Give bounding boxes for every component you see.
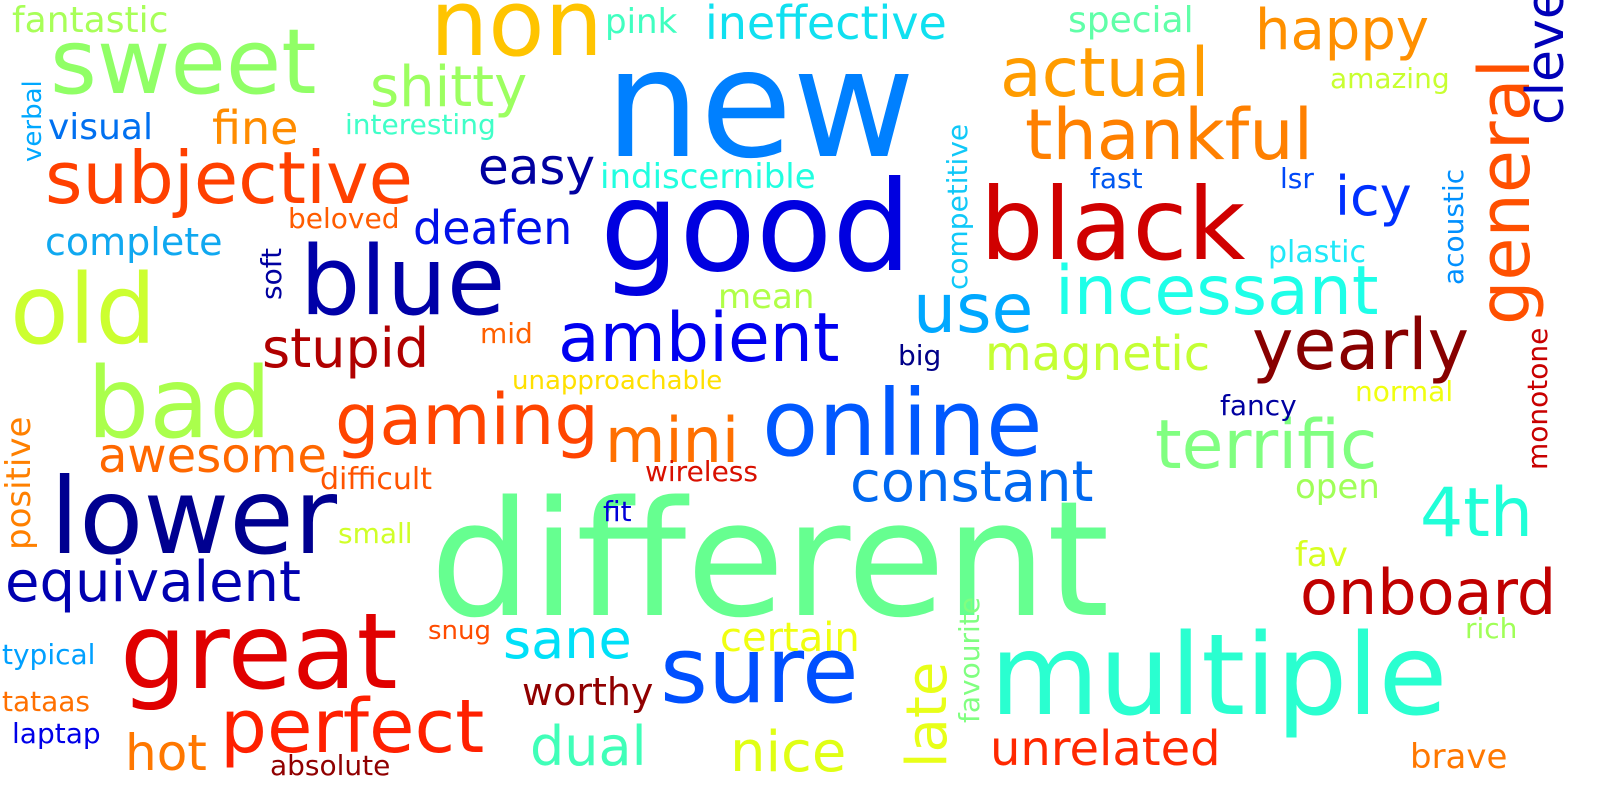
word-constant: constant <box>850 450 1094 515</box>
word-big: big <box>898 339 942 372</box>
word-worthy: worthy <box>522 670 654 714</box>
word-normal: normal <box>1355 375 1454 408</box>
word-dual: dual <box>530 715 647 778</box>
word-absolute: absolute <box>270 749 391 782</box>
word-4th: 4th <box>1420 474 1534 553</box>
word-difficult: difficult <box>320 462 432 497</box>
word-onboard: onboard <box>1300 556 1557 629</box>
word-nice: nice <box>730 720 847 785</box>
word-subjective: subjective <box>45 136 413 220</box>
word-lower: lower <box>50 456 338 578</box>
word-fine: fine <box>212 101 299 155</box>
word-use: use <box>913 270 1034 349</box>
word-mid: mid <box>480 317 533 350</box>
word-multiple: multiple <box>990 611 1448 741</box>
word-soft: soft <box>255 247 288 300</box>
word-open: open <box>1295 467 1380 507</box>
word-fancy: fancy <box>1220 389 1297 422</box>
word-incessant: incessant <box>1055 252 1379 331</box>
word-great: great <box>120 591 398 713</box>
word-fast: fast <box>1090 162 1143 195</box>
word-hot: hot <box>125 724 207 782</box>
word-beloved: beloved <box>288 202 400 235</box>
word-sure: sure <box>660 617 859 724</box>
word-different: different <box>430 466 1110 653</box>
word-positive: positive <box>0 416 39 550</box>
word-black: black <box>980 166 1246 283</box>
word-sane: sane <box>503 608 632 671</box>
word-fit: fit <box>603 495 632 528</box>
word-amazing: amazing <box>1330 62 1450 95</box>
word-mean: mean <box>718 277 815 317</box>
word-good: good <box>600 155 912 300</box>
word-equivalent: equivalent <box>5 550 301 615</box>
word-terrific: terrific <box>1155 406 1378 485</box>
word-plastic: plastic <box>1268 235 1366 270</box>
word-favourite: favourite <box>953 597 986 723</box>
word-ambient: ambient <box>558 299 840 378</box>
word-late: late <box>895 661 960 768</box>
word-shitty: shitty <box>370 55 528 120</box>
word-competitive: competitive <box>941 123 974 290</box>
word-unapproachable: unapproachable <box>512 366 723 396</box>
word-magnetic: magnetic <box>985 326 1211 382</box>
word-snug: snug <box>428 616 492 646</box>
word-acoustic: acoustic <box>1437 168 1470 285</box>
word-new: new <box>605 18 916 192</box>
word-complete: complete <box>45 220 223 264</box>
word-easy: easy <box>478 138 596 196</box>
word-interesting: interesting <box>345 108 496 141</box>
word-sweet: sweet <box>50 10 317 115</box>
word-mini: mini <box>605 404 740 477</box>
word-bad: bad <box>87 347 272 461</box>
word-yearly: yearly <box>1252 304 1470 386</box>
word-pink: pink <box>605 2 678 42</box>
word-online: online <box>762 370 1043 477</box>
word-laptap: laptap <box>12 717 101 750</box>
word-gaming: gaming <box>335 379 599 461</box>
word-deafen: deafen <box>413 201 573 255</box>
word-clever: clever <box>1516 0 1576 125</box>
word-monotone: monotone <box>1521 327 1554 470</box>
word-indiscernible: indiscernible <box>600 157 816 197</box>
word-icy: icy <box>1335 165 1412 228</box>
word-perfect: perfect <box>220 684 485 770</box>
word-happy: happy <box>1255 0 1430 63</box>
word-old: old <box>10 254 157 366</box>
word-typical: typical <box>2 638 96 671</box>
word-special: special <box>1068 0 1194 41</box>
word-unrelated: unrelated <box>990 721 1221 777</box>
word-verbal: verbal <box>18 80 48 162</box>
word-blue: blue <box>300 227 506 337</box>
word-visual: visual <box>48 107 153 148</box>
word-certain: certain <box>720 615 860 661</box>
word-wireless: wireless <box>645 455 758 488</box>
word-rich: rich <box>1465 612 1518 645</box>
word-lsr: lsr <box>1280 162 1314 195</box>
word-fantastic: fantastic <box>12 0 169 41</box>
word-small: small <box>338 517 413 550</box>
word-non: non <box>430 0 603 77</box>
word-thankful: thankful <box>1025 94 1314 176</box>
word-fav: fav <box>1295 535 1348 575</box>
word-brave: brave <box>1410 737 1508 777</box>
word-awesome: awesome <box>98 428 327 484</box>
word-tataas: tataas <box>2 685 91 718</box>
word-ineffective: ineffective <box>705 0 947 50</box>
word-actual: actual <box>1000 34 1210 113</box>
word-stupid: stupid <box>262 317 430 380</box>
